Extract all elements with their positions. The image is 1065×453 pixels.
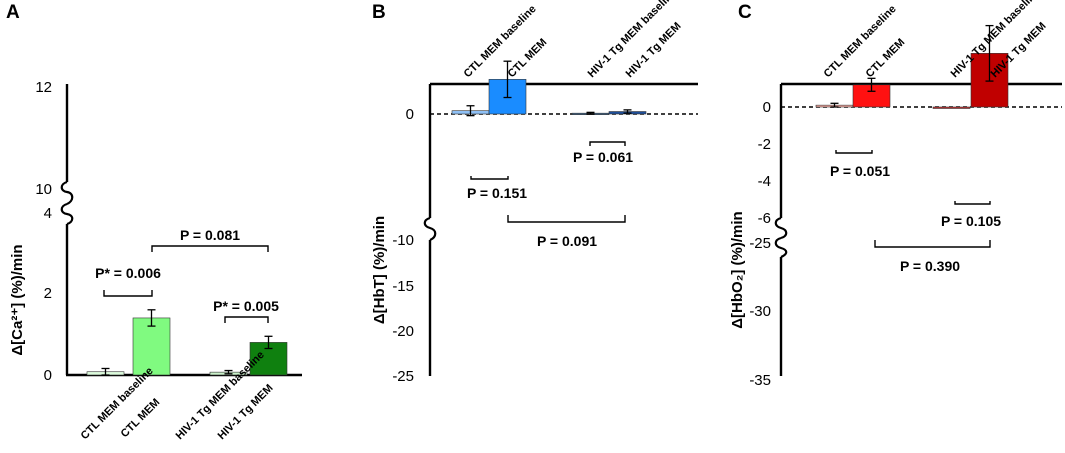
y-tick-label: -10 [392,232,414,249]
y-tick-label: -25 [749,235,771,252]
axis-break [60,180,74,206]
significance-bracket [507,215,626,223]
axis-break [423,216,437,242]
y-tick-label: 0 [44,367,52,384]
y-tick-label: 12 [35,79,52,96]
significance-bracket [103,290,153,297]
panel-letter-b: B [372,2,386,23]
significance-bracket [470,176,509,180]
p-value-label: P* = 0.005 [213,298,279,314]
panel-letter-c: C [738,2,752,23]
y-tick-label: 2 [44,285,52,302]
p-value-label: P = 0.390 [900,258,960,274]
y-tick-label: -25 [392,368,414,385]
y-axis-label: Δ[HbO₂] (%)/min [729,211,746,328]
significance-bracket [224,316,269,323]
p-value-label: P = 0.051 [830,163,890,179]
y-tick-label: 4 [44,205,52,222]
y-tick-label: 10 [35,181,52,198]
significance-bracket [835,150,873,154]
category-label: CTL MEM baseline [79,365,156,442]
category-label: CTL MEM [864,36,908,80]
bars-panel-c [815,24,1009,109]
y-tick-label: -4 [758,173,771,190]
p-value-label: P = 0.061 [573,149,633,165]
bar [132,317,171,376]
y-tick-label: -30 [749,303,771,320]
y-tick-label: 0 [406,106,414,123]
p-value-label: P* = 0.006 [95,265,161,281]
category-label: CTL MEM baseline [822,3,899,80]
significance-bracket [151,245,269,252]
p-value-label: P = 0.081 [180,227,240,243]
p-value-label: P = 0.151 [467,185,527,201]
y-tick-label: 0 [763,99,771,116]
y-axis-label: Δ[HbT] (%)/min [371,216,388,324]
bars-panel-b [451,60,647,117]
y-tick-label: -15 [392,278,414,295]
y-tick-label: -20 [392,323,414,340]
y-tick-label: -35 [749,372,771,389]
panel-c: C 0 -2 -4 -6 -25 -30 -35 Δ[HbO₂] (%)/min… [729,0,1062,389]
significance-bracket [589,141,626,146]
panel-b: B 0 -10 -15 -20 -25 Δ[HbT] (%)/min P = 0… [371,0,698,385]
category-label: CTL MEM baseline [462,3,539,80]
p-value-label: P = 0.105 [941,213,1001,229]
panel-a: A 0 2 4 10 12 Δ[Ca²⁺] (%)/min P* = 0.006… [6,2,302,442]
axis-break [60,202,74,226]
y-tick-label: -2 [758,136,771,153]
axis-break [774,236,788,259]
p-value-label: P = 0.091 [537,233,597,249]
y-tick-label: -6 [758,210,771,227]
y-axis-label: Δ[Ca²⁺] (%)/min [9,244,26,355]
bar [932,106,971,109]
panel-letter-a: A [6,2,20,23]
significance-bracket [874,240,991,248]
axis-break [774,216,788,240]
category-label: CTL MEM [506,36,550,80]
bars-panel-a [86,309,288,376]
significance-bracket [954,201,991,205]
